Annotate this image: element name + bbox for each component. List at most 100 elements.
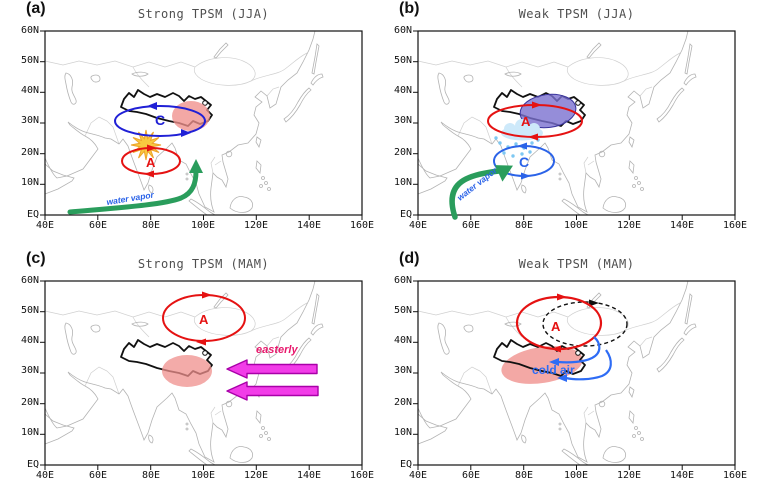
lon-tick-label: 60E: [88, 470, 108, 481]
lon-tick-label: 140E: [669, 220, 695, 231]
panel-label: (a): [26, 0, 46, 17]
easterly-label: easterly: [256, 344, 298, 356]
lat-tick-label: 50N: [20, 55, 39, 66]
anticyclone-arrowhead: [551, 345, 561, 353]
panel-a: (a) Strong TPSM (JJA) 60N 50N 40N 30N 20N 10N…: [0, 0, 385, 250]
map-c: A easterly: [39, 280, 363, 471]
lat-tick-label: 20N: [393, 397, 412, 408]
cold-air-label: cold air: [532, 363, 575, 377]
anticyclone: A: [515, 293, 603, 353]
anticyclone-label: A: [199, 312, 209, 327]
panel-d: (d) Weak TPSM (MAM) 60N 50N 40N 30N 20N 10N EQ…: [373, 250, 758, 500]
map-b: A C water vapor: [412, 30, 736, 221]
lat-tick-label: 60N: [393, 25, 412, 36]
lat-tick-label: 20N: [20, 147, 39, 158]
lon-tick-label: 100E: [190, 470, 216, 481]
lat-tick-label: 40N: [393, 335, 412, 346]
lat-tick-label: EQ: [399, 209, 412, 220]
lon-tick-label: 40E: [35, 470, 55, 481]
easterly-arrow: [226, 359, 318, 379]
lat-tick-label: 10N: [393, 177, 412, 188]
lon-tick-label: 120E: [616, 220, 642, 231]
lon-tick-label: 120E: [243, 470, 269, 481]
cyclone-arrowhead: [147, 102, 157, 110]
cyclone-arrowhead: [521, 172, 531, 180]
panel-title: Strong TPSM (MAM): [137, 257, 270, 271]
cold-air-arrowhead: [557, 374, 567, 382]
cyclone-arrowhead: [517, 142, 527, 150]
lon-tick-label: 40E: [408, 220, 428, 231]
panel-label: (c): [26, 250, 46, 267]
lat-tick-label: 40N: [20, 85, 39, 96]
lat-tick-label: EQ: [26, 209, 39, 220]
lon-tick-label: 100E: [563, 470, 589, 481]
cold-air-arrow: [557, 336, 601, 364]
lon-tick-label: 160E: [349, 470, 375, 481]
cyclone: C: [493, 142, 555, 180]
lat-tick-label: 50N: [393, 55, 412, 66]
anticyclone: A: [487, 101, 583, 141]
anticyclone-label: A: [146, 155, 156, 170]
lon-tick-label: 120E: [243, 220, 269, 231]
lat-tick-label: 20N: [20, 397, 39, 408]
lat-tick-label: 40N: [393, 85, 412, 96]
panel-b: (b) Weak TPSM (JJA) 60N 50N 40N 30N 20N 10N EQ…: [373, 0, 758, 250]
anticyclone-label: A: [551, 319, 561, 334]
lat-tick-label: 50N: [20, 305, 39, 316]
lat-tick-label: 20N: [393, 147, 412, 158]
lat-tick-label: 30N: [393, 365, 412, 376]
lat-tick-label: 30N: [393, 115, 412, 126]
lon-tick-label: 160E: [722, 220, 748, 231]
lon-tick-label: 60E: [88, 220, 108, 231]
lon-tick-label: 100E: [563, 220, 589, 231]
cold-air-arrow: [565, 349, 612, 381]
panel-title: Strong TPSM (JJA): [137, 7, 270, 21]
lon-tick-label: 80E: [514, 470, 534, 481]
lon-tick-label: 100E: [190, 220, 216, 231]
lon-tick-label: 120E: [616, 470, 642, 481]
lon-tick-label: 60E: [461, 470, 481, 481]
lat-tick-label: 40N: [20, 335, 39, 346]
anticyclone-arrowhead: [557, 293, 567, 301]
warm-anomaly-shading: [162, 355, 212, 387]
lon-tick-label: 80E: [141, 220, 161, 231]
lon-tick-label: 140E: [296, 220, 322, 231]
anticyclone: A: [162, 291, 246, 346]
lon-tick-label: 60E: [461, 220, 481, 231]
cyclone-label: C: [519, 154, 529, 170]
lon-tick-label: 40E: [408, 470, 428, 481]
lon-tick-label: 160E: [722, 470, 748, 481]
lat-tick-label: 50N: [393, 305, 412, 316]
anticyclone-arrowhead: [202, 291, 212, 299]
water-vapor-arrow: [67, 159, 203, 215]
cyclone-ellipse: [114, 105, 206, 137]
anticyclone-label: A: [521, 114, 531, 129]
lat-tick-label: 10N: [393, 427, 412, 438]
lat-tick-label: 60N: [20, 25, 39, 36]
easterly-arrows: [226, 359, 319, 401]
lon-tick-label: 80E: [514, 220, 534, 231]
lon-tick-label: 160E: [349, 220, 375, 231]
map-d: A cold air: [412, 280, 736, 471]
lat-tick-label: 60N: [20, 275, 39, 286]
anticyclone-arrowhead: [528, 133, 538, 141]
map-a: C A water vapor: [39, 30, 363, 221]
lon-tick-label: 80E: [141, 470, 161, 481]
lat-tick-label: 30N: [20, 115, 39, 126]
panel-label: (b): [399, 0, 420, 17]
cyclone-label: C: [155, 112, 165, 128]
panel-title: Weak TPSM (JJA): [518, 7, 635, 21]
panel-label: (d): [399, 250, 420, 267]
lat-tick-label: EQ: [399, 459, 412, 470]
lon-tick-label: 140E: [296, 470, 322, 481]
anticyclone-arrowhead: [196, 338, 206, 346]
cold-air-arrowhead: [549, 358, 559, 366]
lon-tick-label: 40E: [35, 220, 55, 231]
lat-tick-label: 30N: [20, 365, 39, 376]
cold-air-arrows: [549, 336, 612, 382]
dashed-anticyclone-arrowhead: [589, 299, 599, 307]
water-vapor-arrow: [449, 165, 513, 220]
easterly-arrow: [226, 381, 319, 401]
cyclone: C: [114, 102, 206, 137]
lon-tick-label: 140E: [669, 470, 695, 481]
